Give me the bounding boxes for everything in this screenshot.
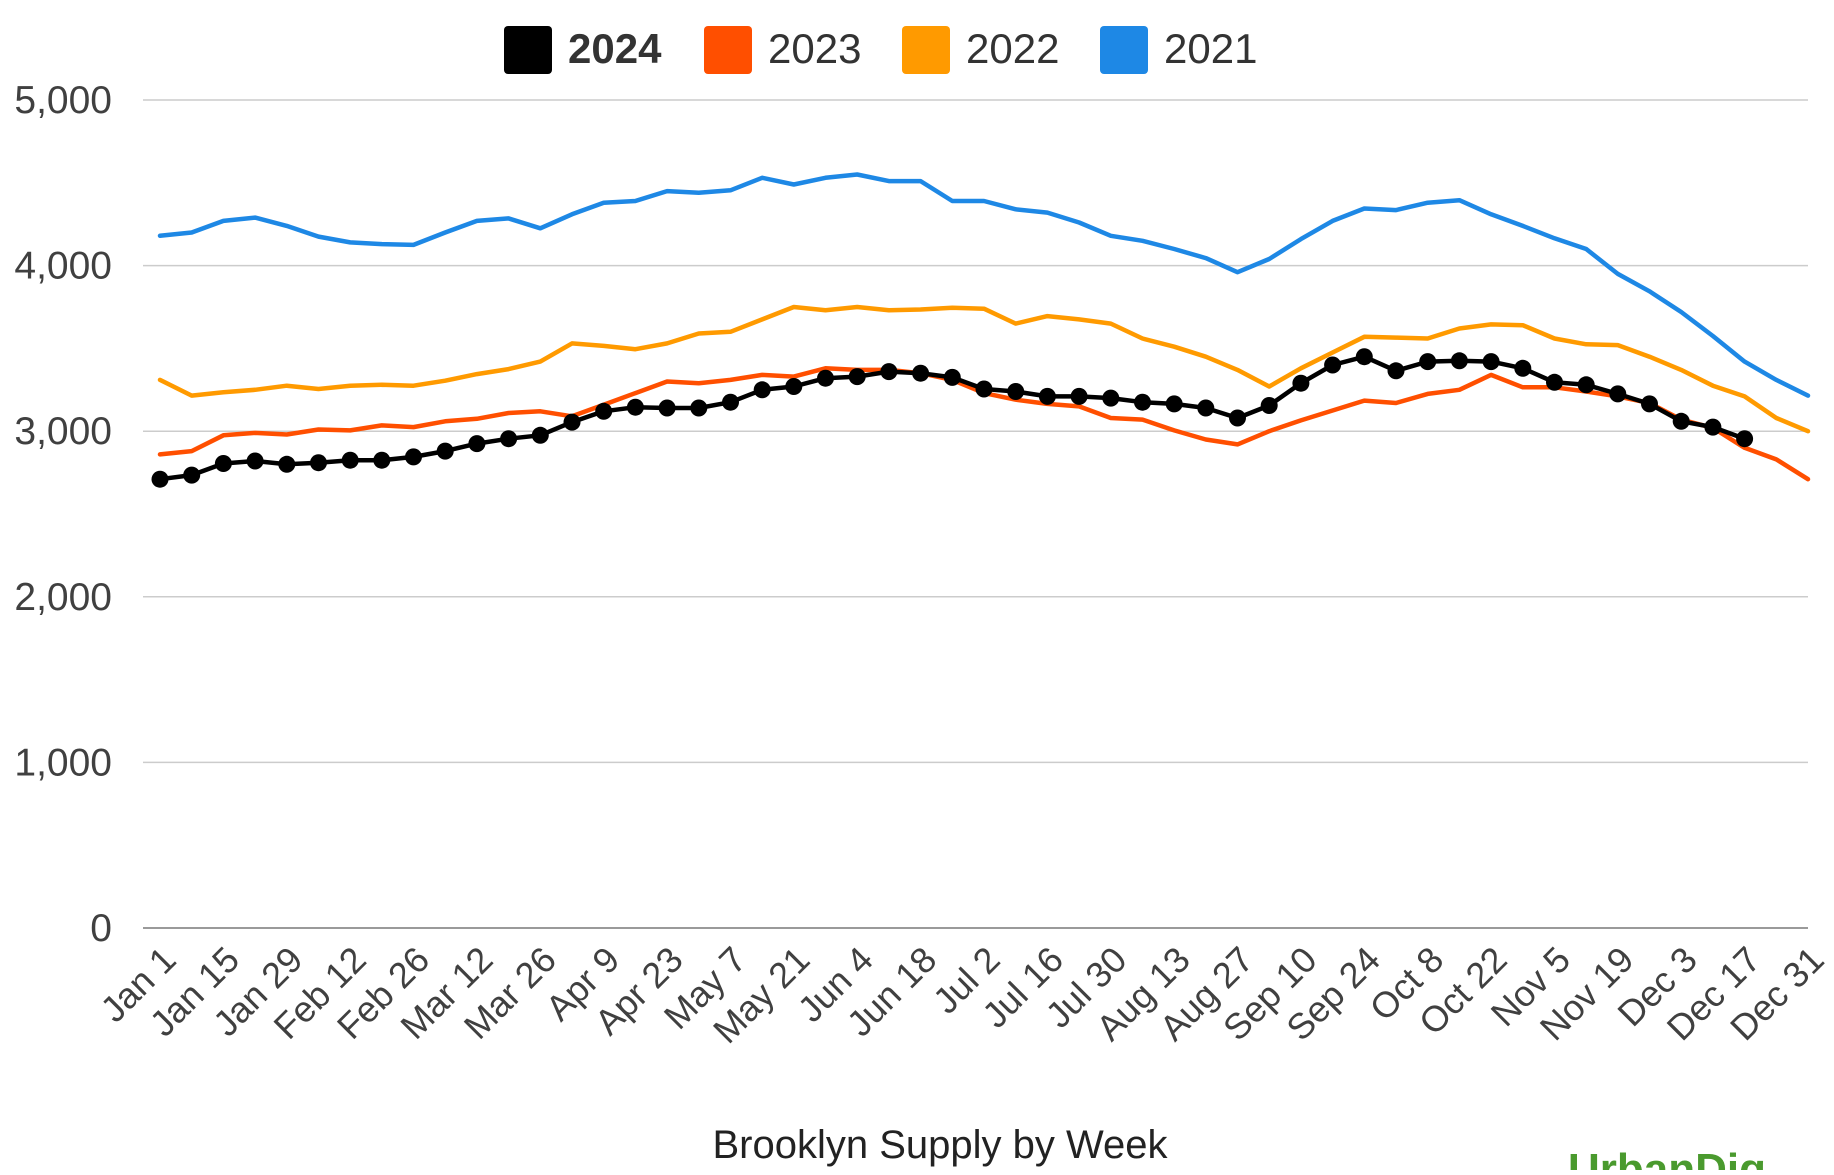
legend-swatch xyxy=(902,26,950,74)
data-point xyxy=(848,368,866,386)
data-point xyxy=(373,451,391,469)
legend-swatch xyxy=(1100,26,1148,74)
data-point xyxy=(1007,383,1025,400)
data-point xyxy=(563,413,581,431)
data-point xyxy=(151,470,169,488)
data-point xyxy=(1514,359,1532,377)
data-point xyxy=(1292,374,1310,392)
data-point xyxy=(1102,389,1120,407)
data-point xyxy=(943,368,961,386)
data-point xyxy=(278,455,296,473)
data-point xyxy=(722,393,739,411)
data-point xyxy=(341,451,359,469)
legend-label: 2023 xyxy=(768,25,861,72)
legend-label: 2024 xyxy=(568,25,662,72)
data-point xyxy=(214,455,232,472)
y-tick-label: 5,000 xyxy=(14,79,112,122)
legend-item-2024: 2024 xyxy=(504,25,662,74)
data-point xyxy=(405,448,422,466)
data-point xyxy=(753,381,771,399)
series-line-2022 xyxy=(157,304,1811,434)
y-tick-label: 4,000 xyxy=(14,245,112,288)
data-point xyxy=(183,466,201,484)
grid-lines xyxy=(143,99,1808,929)
data-point xyxy=(468,435,486,453)
legend-swatch xyxy=(504,26,552,74)
data-point xyxy=(246,452,264,470)
data-point xyxy=(310,454,327,472)
data-point xyxy=(817,369,834,387)
data-point xyxy=(912,364,930,382)
data-point xyxy=(1450,352,1468,370)
data-point xyxy=(1324,356,1342,374)
data-point xyxy=(1609,385,1627,403)
data-point xyxy=(785,378,803,395)
data-point xyxy=(1229,409,1246,427)
data-point xyxy=(1482,353,1500,371)
data-point xyxy=(626,398,644,416)
data-point xyxy=(1672,412,1690,430)
y-tick-label: 3,000 xyxy=(14,410,112,453)
data-point xyxy=(975,380,993,398)
data-point xyxy=(1704,418,1722,436)
series-2022 xyxy=(157,304,1811,434)
data-point xyxy=(531,426,549,444)
data-point xyxy=(1355,348,1373,366)
y-tick-label: 2,000 xyxy=(14,576,112,619)
data-point xyxy=(1165,395,1183,413)
legend-label: 2021 xyxy=(1164,25,1257,72)
data-point xyxy=(1134,393,1151,411)
data-point xyxy=(1736,430,1754,448)
series-2021 xyxy=(157,172,1811,398)
legend-label: 2022 xyxy=(966,25,1059,72)
chart-title: Brooklyn Supply by Week xyxy=(712,1123,1168,1167)
series-lines xyxy=(151,172,1811,488)
y-axis-ticks: 0 1,000 2,000 3,000 4,000 5,000 xyxy=(14,79,112,950)
y-tick-label: 0 xyxy=(90,907,112,950)
legend-item-2021: 2021 xyxy=(1100,25,1257,74)
data-point xyxy=(880,363,898,381)
logo-text: UrbanDig xyxy=(1568,1145,1766,1170)
legend-item-2023: 2023 xyxy=(704,25,861,74)
data-point xyxy=(1070,387,1088,405)
series-line-2021 xyxy=(157,172,1811,398)
legend-item-2022: 2022 xyxy=(902,25,1059,74)
data-point xyxy=(658,399,676,417)
data-point xyxy=(500,430,518,448)
legend: 2024 2023 2022 2021 xyxy=(504,25,1257,74)
data-point xyxy=(1260,397,1278,414)
data-point xyxy=(1641,395,1658,413)
data-point xyxy=(436,442,454,460)
series-2024 xyxy=(151,348,1754,488)
legend-swatch xyxy=(704,26,752,74)
data-point xyxy=(1387,362,1405,380)
data-point xyxy=(1577,376,1595,394)
data-point xyxy=(1038,387,1056,405)
urbandig-logo: UrbanDig xyxy=(1560,1142,1834,1175)
y-tick-label: 1,000 xyxy=(14,741,112,784)
data-point xyxy=(1546,373,1563,391)
data-point xyxy=(595,402,613,420)
data-point xyxy=(690,399,708,417)
data-point xyxy=(1197,399,1215,417)
data-point xyxy=(1419,353,1437,371)
